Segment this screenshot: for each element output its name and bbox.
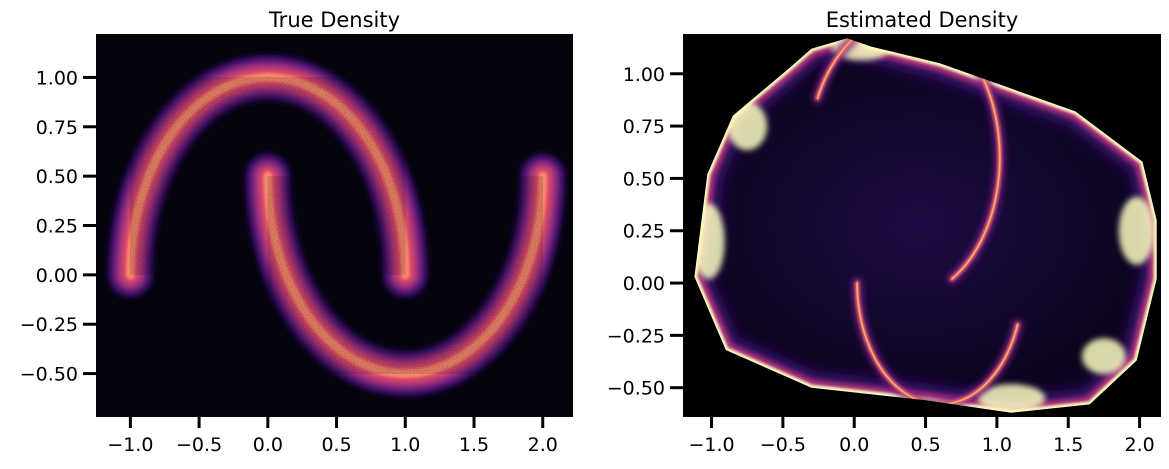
y-tick-label: −0.50: [607, 378, 665, 400]
x-tick-label: −0.5: [176, 434, 222, 456]
y-axis: −0.50 −0.25 0.00 0.25 0.50 0.75 1.00: [20, 67, 96, 386]
hotspot: [1081, 338, 1126, 375]
y-tick-label: 0.00: [623, 273, 665, 295]
y-tick-label: −0.25: [607, 325, 665, 347]
y-tick-label: 1.00: [36, 67, 78, 89]
x-tick-label: 1.0: [390, 434, 420, 456]
panel-estimated-density: Estimated Density −1.0 −0.5 0.0 0.5 1.0 1.5 2.…: [607, 8, 1161, 456]
hotspot: [977, 384, 1046, 413]
y-tick-label: −0.25: [20, 314, 78, 336]
y-axis: −0.50 −0.25 0.00 0.25 0.50 0.75 1.00: [607, 64, 683, 400]
y-tick-label: 0.75: [623, 116, 665, 138]
moon-band: [244, 152, 567, 398]
hotspot: [1118, 196, 1155, 265]
x-tick-label: 1.5: [459, 434, 489, 456]
y-tick-label: 0.50: [36, 166, 78, 188]
y-tick-label: 0.75: [36, 117, 78, 139]
x-tick-label: −1.0: [688, 434, 734, 456]
y-tick-label: −0.50: [20, 364, 78, 386]
density-heatmap: [106, 53, 567, 398]
y-tick-label: 1.00: [623, 64, 665, 86]
y-tick-label: 0.25: [36, 216, 78, 238]
hotspot: [727, 102, 768, 151]
x-tick-label: 1.5: [1053, 434, 1083, 456]
moon-band: [106, 53, 429, 299]
x-tick-label: −0.5: [760, 434, 806, 456]
x-axis: −1.0 −0.5 0.0 0.5 1.0 1.5 2.0: [107, 417, 558, 456]
x-tick-label: 0.5: [910, 434, 940, 456]
x-tick-label: 1.0: [982, 434, 1012, 456]
chart-title: True Density: [268, 8, 400, 32]
y-tick-label: 0.50: [623, 168, 665, 190]
x-tick-label: 0.5: [321, 434, 351, 456]
panel-true-density: True Density −1.0 −0.5 0.0 0.5 1.0 1.5 2.0 −0.…: [20, 8, 573, 456]
y-tick-label: 0.00: [36, 265, 78, 287]
interior-glow: [688, 54, 1149, 395]
x-tick-label: 0.0: [253, 434, 283, 456]
outside-mask: [683, 34, 1161, 417]
x-tick-label: 2.0: [1124, 434, 1154, 456]
x-tick-label: 2.0: [528, 434, 558, 456]
x-tick-label: 0.0: [839, 434, 869, 456]
x-axis: −1.0 −0.5 0.0 0.5 1.0 1.5 2.0: [688, 417, 1155, 456]
density-heatmap: [683, 34, 1161, 417]
x-tick-label: −1.0: [107, 434, 153, 456]
y-tick-label: 0.25: [623, 221, 665, 243]
chart-title: Estimated Density: [826, 8, 1019, 32]
